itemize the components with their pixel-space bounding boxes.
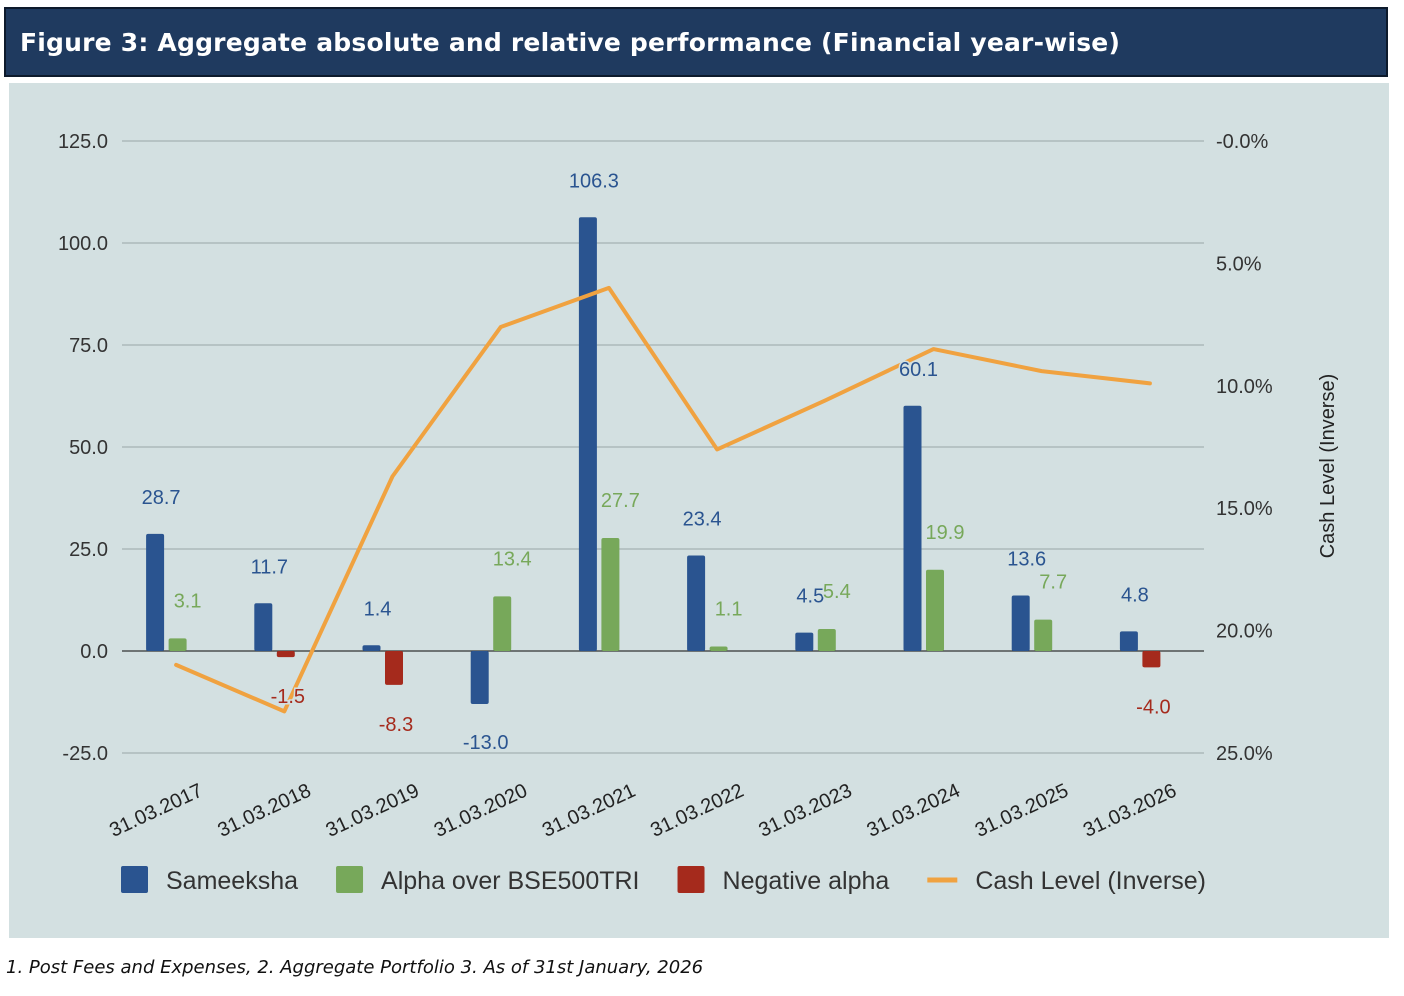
legend-label: Alpha over BSE500TRI (381, 867, 639, 895)
legend-swatch (677, 866, 705, 893)
legend-label: Cash Level (Inverse) (975, 867, 1206, 895)
data-label-sameeksha: 4.8 (1121, 584, 1149, 606)
data-label-alpha: 13.4 (493, 548, 532, 570)
bar-sameeksha (903, 405, 922, 651)
bar-sameeksha (254, 603, 273, 651)
bar-negative-alpha (276, 651, 295, 658)
data-label-negative-alpha: -8.3 (379, 714, 413, 736)
bar-alpha (709, 646, 728, 651)
y-tick-label: 0.0 (80, 641, 108, 663)
data-label-alpha: 1.1 (715, 599, 743, 621)
data-label-sameeksha: 23.4 (683, 509, 722, 531)
y2-tick-label: 20.0% (1216, 621, 1273, 643)
data-label-sameeksha: 106.3 (569, 170, 619, 192)
data-label-alpha: 7.7 (1039, 572, 1067, 594)
bar-sameeksha (578, 217, 597, 651)
data-label-sameeksha: 60.1 (899, 359, 938, 381)
bar-alpha (168, 638, 187, 651)
x-tick-label: 31.03.2019 (323, 780, 423, 842)
data-label-negative-alpha: -1.5 (271, 686, 305, 708)
x-tick-label: 31.03.2022 (647, 780, 747, 842)
y2-tick-label: 5.0% (1216, 253, 1262, 275)
y2-tick-label: 10.0% (1216, 376, 1273, 398)
y-tick-label: -25.0 (62, 743, 108, 765)
bar-negative-alpha (1142, 651, 1161, 668)
footnote: 1. Post Fees and Expenses, 2. Aggregate … (6, 957, 704, 978)
bar-alpha (1034, 619, 1053, 651)
legend-swatch (336, 866, 364, 893)
legend-label: Sameeksha (166, 867, 298, 895)
x-tick-label: 31.03.2025 (972, 780, 1072, 842)
data-label-negative-alpha: -4.0 (1136, 696, 1170, 718)
data-label-alpha: 27.7 (601, 490, 640, 512)
chart-panel: 125.0 100.0 75.0 50.0 25.0 0.0 -25.0 -0.0% 5.0% 1… (9, 83, 1389, 938)
bar-negative-alpha (385, 651, 403, 685)
y2-axis-title: Cash Level (Inverse) (1317, 374, 1339, 559)
y-tick-label: 25.0 (69, 539, 108, 561)
figure-title-bar: Figure 3: Aggregate absolute and relativ… (4, 7, 1388, 77)
data-label-alpha: 3.1 (174, 590, 202, 612)
x-tick-label: 31.03.2023 (755, 780, 855, 842)
performance-chart: 125.0 100.0 75.0 50.0 25.0 0.0 -25.0 -0.0% 5.0% 1… (58, 131, 1339, 895)
bar-alpha (817, 628, 836, 651)
data-label-sameeksha: 28.7 (142, 487, 181, 509)
x-tick-label: 31.03.2024 (864, 780, 964, 842)
y-tick-label: 50.0 (69, 437, 108, 459)
y2-tick-label: 25.0% (1216, 743, 1273, 765)
bar-alpha (601, 537, 620, 651)
bar-sameeksha (470, 651, 489, 705)
y-tick-label: 100.0 (58, 233, 108, 255)
figure-title: Figure 3: Aggregate absolute and relativ… (20, 27, 1121, 57)
x-tick-label: 31.03.2021 (539, 780, 639, 842)
x-tick-label: 31.03.2018 (214, 780, 314, 842)
cash-level-line (174, 285, 1152, 714)
bar-sameeksha (1011, 595, 1030, 651)
data-label-alpha: 5.4 (823, 581, 851, 603)
data-label-alpha: 19.9 (926, 522, 965, 544)
bar-sameeksha (1119, 631, 1138, 651)
data-label-sameeksha: 11.7 (251, 556, 288, 578)
bar-sameeksha (362, 645, 381, 651)
x-tick-label: 31.03.2017 (106, 780, 206, 842)
x-tick-label: 31.03.2020 (431, 780, 531, 842)
bar-sameeksha (795, 632, 814, 651)
data-label-sameeksha: 13.6 (1007, 549, 1046, 571)
y-tick-label: 75.0 (69, 335, 108, 357)
y2-tick-label: -0.0% (1216, 131, 1268, 153)
bar-alpha (926, 569, 944, 651)
legend-label: Negative alpha (723, 867, 890, 895)
bar-sameeksha (687, 555, 706, 651)
data-label-sameeksha: 4.5 (796, 586, 824, 608)
bar-alpha (493, 596, 512, 651)
data-label-sameeksha: 1.4 (364, 598, 392, 620)
bar-sameeksha (146, 533, 165, 651)
y-tick-label: 125.0 (58, 131, 108, 153)
x-tick-label: 31.03.2026 (1080, 780, 1180, 842)
legend-swatch (121, 866, 148, 893)
y2-tick-label: 15.0% (1216, 498, 1273, 520)
data-label-sameeksha: -13.0 (463, 732, 509, 754)
